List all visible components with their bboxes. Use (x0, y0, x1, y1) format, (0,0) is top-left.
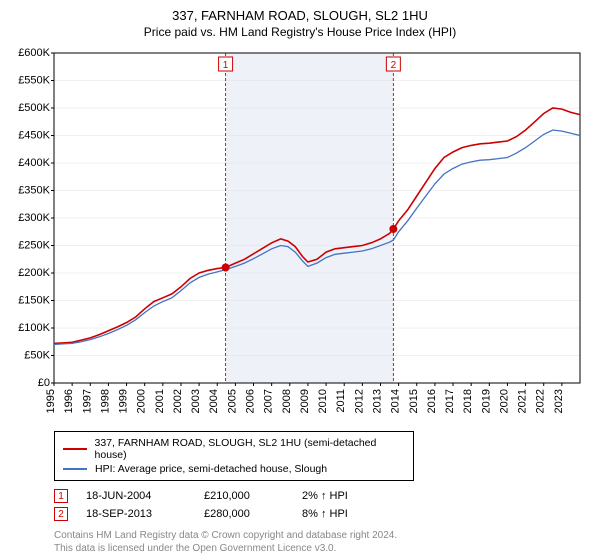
svg-text:2004: 2004 (208, 389, 220, 413)
svg-text:£250K: £250K (18, 240, 50, 252)
svg-text:2023: 2023 (553, 389, 565, 413)
legend-item-property: 337, FARNHAM ROAD, SLOUGH, SL2 1HU (semi… (63, 436, 405, 462)
svg-text:2022: 2022 (535, 389, 547, 413)
legend-swatch (63, 468, 87, 470)
svg-text:2016: 2016 (426, 389, 438, 413)
svg-text:2007: 2007 (263, 389, 275, 413)
svg-text:2017: 2017 (444, 389, 456, 413)
footnote: Contains HM Land Registry data © Crown c… (54, 529, 590, 555)
line-chart-svg: £0 £50K £100K £150K £200K £250K £300K £350K £400… (10, 45, 590, 425)
svg-text:2018: 2018 (462, 389, 474, 413)
legend-item-hpi: HPI: Average price, semi-detached house,… (63, 462, 405, 476)
svg-text:£100K: £100K (18, 322, 50, 334)
chart-area: £0 £50K £100K £150K £200K £250K £300K £350K £400… (10, 45, 590, 425)
title-area: 337, FARNHAM ROAD, SLOUGH, SL2 1HU Price… (10, 8, 590, 39)
footnote-line: This data is licensed under the Open Gov… (54, 542, 590, 555)
svg-text:2019: 2019 (480, 389, 492, 413)
svg-text:2: 2 (391, 60, 397, 71)
svg-text:2009: 2009 (299, 389, 311, 413)
svg-text:£200K: £200K (18, 267, 50, 279)
legend-label: HPI: Average price, semi-detached house,… (95, 463, 327, 475)
svg-text:1995: 1995 (45, 389, 57, 413)
legend-label: 337, FARNHAM ROAD, SLOUGH, SL2 1HU (semi… (95, 437, 405, 461)
sale-marker-icon: 1 (54, 489, 68, 503)
sale-price: £210,000 (204, 490, 284, 502)
svg-text:£0: £0 (38, 377, 50, 389)
svg-text:£400K: £400K (18, 157, 50, 169)
sale-price: £280,000 (204, 508, 284, 520)
sale-row: 2 18-SEP-2013 £280,000 8% ↑ HPI (54, 505, 590, 523)
svg-text:1999: 1999 (118, 389, 130, 413)
svg-text:2020: 2020 (498, 389, 510, 413)
svg-text:2005: 2005 (226, 389, 238, 413)
svg-text:£300K: £300K (18, 212, 50, 224)
svg-text:2015: 2015 (408, 389, 420, 413)
svg-text:2000: 2000 (136, 389, 148, 413)
svg-text:£50K: £50K (24, 350, 50, 362)
svg-text:2002: 2002 (172, 389, 184, 413)
legend-swatch (63, 448, 87, 450)
footnote-line: Contains HM Land Registry data © Crown c… (54, 529, 590, 542)
svg-text:2011: 2011 (335, 389, 347, 413)
sale-diff: 8% ↑ HPI (302, 508, 392, 520)
svg-text:2014: 2014 (390, 389, 402, 413)
sale-diff: 2% ↑ HPI (302, 490, 392, 502)
svg-text:1: 1 (223, 60, 229, 71)
legend: 337, FARNHAM ROAD, SLOUGH, SL2 1HU (semi… (54, 431, 414, 481)
svg-text:2012: 2012 (353, 389, 365, 413)
svg-text:£150K: £150K (18, 295, 50, 307)
svg-text:£500K: £500K (18, 102, 50, 114)
svg-text:1997: 1997 (81, 389, 93, 413)
sale-row: 1 18-JUN-2004 £210,000 2% ↑ HPI (54, 487, 590, 505)
svg-text:1996: 1996 (63, 389, 75, 413)
svg-text:£450K: £450K (18, 130, 50, 142)
sales-table: 1 18-JUN-2004 £210,000 2% ↑ HPI 2 18-SEP… (54, 487, 590, 523)
sale-date: 18-SEP-2013 (86, 508, 186, 520)
svg-text:2008: 2008 (281, 389, 293, 413)
svg-text:2006: 2006 (245, 389, 257, 413)
sale-date: 18-JUN-2004 (86, 490, 186, 502)
svg-text:2013: 2013 (371, 389, 383, 413)
svg-text:1998: 1998 (99, 389, 111, 413)
svg-text:£350K: £350K (18, 185, 50, 197)
svg-text:2003: 2003 (190, 389, 202, 413)
chart-title: 337, FARNHAM ROAD, SLOUGH, SL2 1HU (10, 8, 590, 23)
svg-text:£550K: £550K (18, 75, 50, 87)
chart-subtitle: Price paid vs. HM Land Registry's House … (10, 25, 590, 39)
chart-container: 337, FARNHAM ROAD, SLOUGH, SL2 1HU Price… (0, 0, 600, 560)
svg-text:2021: 2021 (517, 389, 529, 413)
sale-marker-icon: 2 (54, 507, 68, 521)
svg-text:2010: 2010 (317, 389, 329, 413)
svg-text:2001: 2001 (154, 389, 166, 413)
svg-text:£600K: £600K (18, 47, 50, 59)
